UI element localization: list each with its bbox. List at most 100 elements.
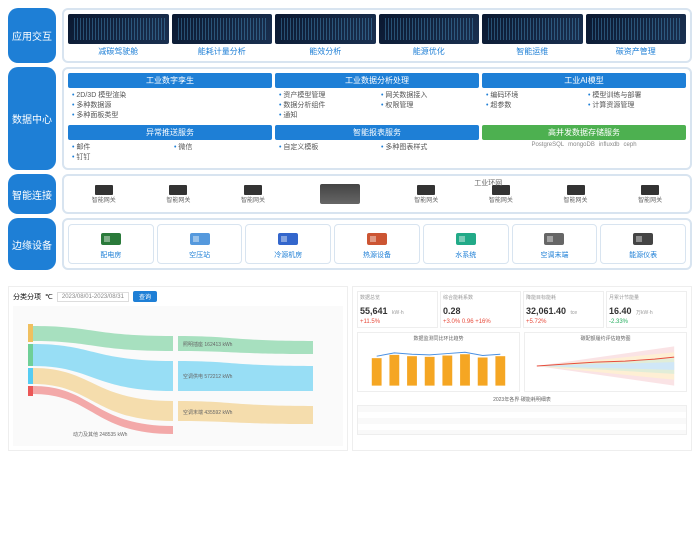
dc-item: 网关数据接入: [381, 90, 475, 100]
dc-box: 高并发数据存储服务PostgreSQLmongoDBinfluxdbceph: [482, 125, 686, 164]
row-label-connect: 智能连接: [8, 174, 56, 214]
gateway: 智能网关: [564, 185, 588, 204]
gateway-label: 智能网关: [414, 195, 438, 204]
dc-item: 权限管理: [381, 100, 475, 110]
app-card[interactable]: 能效分析: [275, 14, 376, 57]
dash-left: 分类分项 ℃ 2023/08/01-2023/08/31 查询 照明插座 162…: [8, 286, 348, 451]
app-card[interactable]: 碳资产管理: [586, 14, 687, 57]
connect-row: 工业环网 智能网关智能网关智能网关智能网关智能网关智能网关智能网关: [62, 174, 692, 214]
gateway-label: 智能网关: [92, 195, 116, 204]
dc-header: 异常推送服务: [68, 125, 272, 140]
gateway-label: 智能网关: [241, 195, 265, 204]
edge-label: 水系统: [455, 250, 476, 260]
svg-text:照明插座 162413 kWh: 照明插座 162413 kWh: [183, 341, 233, 348]
data-center: 工业数字孪生2D/3D 模型渲染多种数据源多种面板类型工业数据分析处理资产模型管…: [62, 67, 692, 170]
dashboard-thumb-icon: [68, 14, 169, 44]
row-label-data: 数据中心: [8, 67, 56, 170]
gateway-icon: [417, 185, 435, 195]
dc-item: 多种图表样式: [381, 142, 475, 152]
dc-item: 编码环境: [486, 90, 580, 100]
dc-items: 2D/3D 模型渲染多种数据源多种面板类型: [68, 88, 272, 122]
metric-change: +5.72%: [526, 319, 601, 325]
title: 分类分项: [13, 292, 41, 302]
gateway-label: 智能网关: [166, 195, 190, 204]
metric-label: 降能目标能耗: [526, 294, 601, 301]
equipment-icon: [249, 228, 327, 248]
bar-line-chart: 数据监测同比环比趋势: [357, 332, 520, 392]
app-label: 碳资产管理: [616, 46, 656, 57]
gateway-icon: [95, 185, 113, 195]
date-range[interactable]: 2023/08/01-2023/08/31: [57, 292, 129, 302]
architecture-diagram: 应用交互 减碳驾驶舱能耗计量分析能效分析能源优化 智能运维 碳资产管理 数据中心 工…: [0, 0, 700, 278]
metric-change: -2.33%: [609, 319, 684, 325]
dc-item: 微信: [174, 142, 268, 152]
dc-item: 资产模型管理: [279, 90, 373, 100]
svg-text:动力及其他 248535 kWh: 动力及其他 248535 kWh: [73, 431, 128, 438]
metrics: 数据总览55,641 kW·h+11.5%综合能耗系数0.28 +3.0% 0.…: [357, 291, 687, 328]
app-cards: 减碳驾驶舱能耗计量分析能效分析能源优化 智能运维 碳资产管理: [62, 8, 692, 63]
gateway-label: 智能网关: [638, 195, 662, 204]
edge-label: 冷源机房: [274, 250, 302, 260]
app-card[interactable]: 减碳驾驶舱: [68, 14, 169, 57]
dc-item: 计算资源管理: [588, 100, 682, 110]
edge-label: 空压站: [189, 250, 210, 260]
edge-label: 热源设备: [363, 250, 391, 260]
dc-item: 邮件: [72, 142, 166, 152]
dc-items: 编码环境超参数模型训练与部署计算资源管理: [482, 88, 686, 112]
dashboard-thumb-icon: [379, 14, 480, 44]
gateway-label: 智能网关: [564, 195, 588, 204]
edge-card[interactable]: 冷源机房: [245, 224, 331, 264]
app-label: 智能运维: [516, 46, 548, 57]
table-title: 2023年各界·碳能耗明细表: [357, 396, 687, 403]
db-logos: PostgreSQLmongoDBinfluxdbceph: [482, 140, 686, 150]
edge-card[interactable]: 空调末端: [512, 224, 598, 264]
metric-value: 55,641: [360, 306, 388, 316]
dc-items: 自定义模板多种图表样式: [275, 140, 479, 154]
dc-item: 2D/3D 模型渲染: [72, 90, 268, 100]
edge-label: 能源仪表: [629, 250, 657, 260]
svg-text:空调末端 435592 kWh: 空调末端 435592 kWh: [183, 409, 233, 416]
dc-header: 高并发数据存储服务: [482, 125, 686, 140]
edge-card[interactable]: 热源设备: [334, 224, 420, 264]
logo-influxdb: influxdb: [599, 142, 620, 148]
metric-value: 0.28: [443, 306, 461, 316]
logo-ceph: ceph: [624, 142, 637, 148]
dc-items: 资产模型管理数据分析组件通知网关数据接入权限管理: [275, 88, 479, 122]
row-label-edge: 边缘设备: [8, 218, 56, 270]
edge-card[interactable]: 水系统: [423, 224, 509, 264]
query-button[interactable]: 查询: [133, 291, 157, 302]
app-card[interactable]: 智能运维: [482, 14, 583, 57]
edge-card[interactable]: 配电房: [68, 224, 154, 264]
dc-item: 模型训练与部署: [588, 90, 682, 100]
row-app: 应用交互 减碳驾驶舱能耗计量分析能效分析能源优化 智能运维 碳资产管理: [8, 8, 692, 63]
app-label: 能源优化: [413, 46, 445, 57]
edge-card[interactable]: 空压站: [157, 224, 243, 264]
charts: 数据监测同比环比趋势 碳配额履约评估趋势图: [357, 332, 687, 392]
row-label-app: 应用交互: [8, 8, 56, 63]
dashboard-thumb-icon: [275, 14, 376, 44]
dc-item: 钉钉: [72, 152, 166, 162]
app-card[interactable]: 能耗计量分析: [172, 14, 273, 57]
metric-value: 16.40: [609, 306, 632, 316]
row-edge: 边缘设备 配电房空压站 冷源机房 热源设备 水系统 空调末端 能源仪表: [8, 218, 692, 270]
dash-right: 数据总览55,641 kW·h+11.5%综合能耗系数0.28 +3.0% 0.…: [352, 286, 692, 451]
row-connect: 智能连接 工业环网 智能网关智能网关智能网关智能网关智能网关智能网关智能网关: [8, 174, 692, 214]
gateway-icon: [567, 185, 585, 195]
dc-box: 异常推送服务邮件钉钉微信: [68, 125, 272, 164]
metric-card: 数据总览55,641 kW·h+11.5%: [357, 291, 438, 328]
equipment-icon: [516, 228, 594, 248]
edge-cards: 配电房空压站 冷源机房 热源设备 水系统 空调末端 能源仪表: [62, 218, 692, 270]
dc-items: 邮件钉钉微信: [68, 140, 272, 164]
dc-item: 多种数据源: [72, 100, 268, 110]
dc-box: 工业数据分析处理资产模型管理数据分析组件通知网关数据接入权限管理: [275, 73, 479, 122]
row-data: 数据中心 工业数字孪生2D/3D 模型渲染多种数据源多种面板类型工业数据分析处理…: [8, 67, 692, 170]
logo-PostgreSQL: PostgreSQL: [531, 142, 564, 148]
app-card[interactable]: 能源优化: [379, 14, 480, 57]
sankey-chart: 照明插座 162413 kWh 空调供电 572212 kWh 空调末端 435…: [13, 306, 343, 446]
edge-label: 空调末端: [540, 250, 568, 260]
edge-card[interactable]: 能源仪表: [600, 224, 686, 264]
metric-change: +11.5%: [360, 319, 435, 325]
dc-header: 工业AI模型: [482, 73, 686, 88]
equipment-icon: [427, 228, 505, 248]
equipment-icon: [161, 228, 239, 248]
